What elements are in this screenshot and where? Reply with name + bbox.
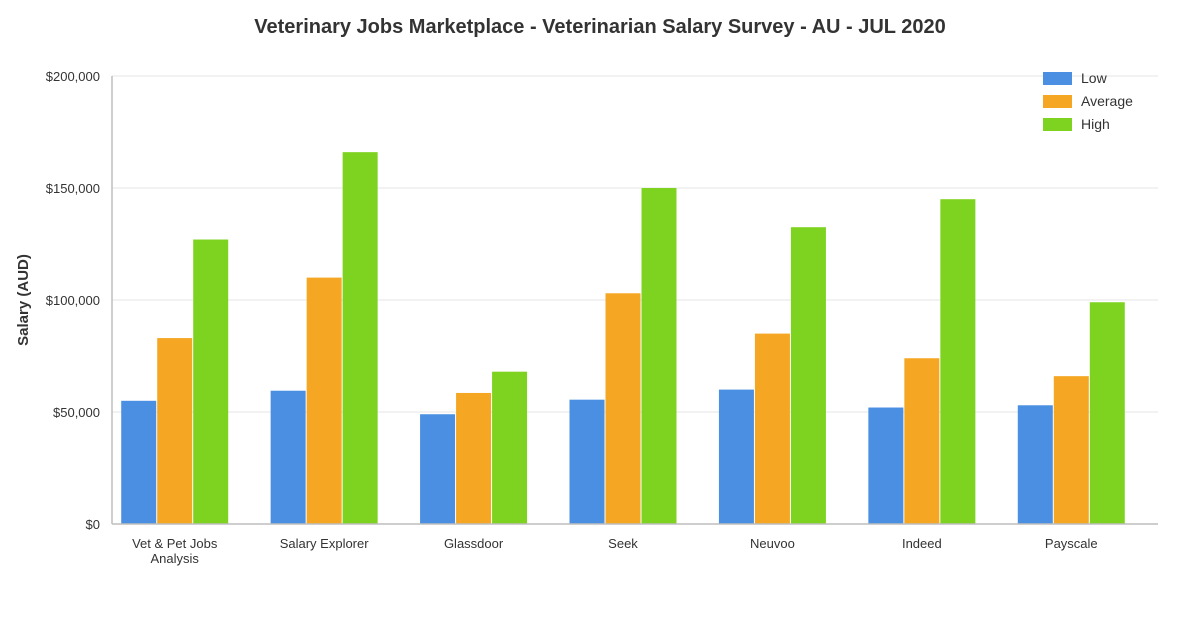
bar-high-1 — [342, 152, 378, 524]
legend-label-average: Average — [1081, 93, 1133, 109]
y-tick-label: $0 — [86, 517, 100, 532]
chart-title: Veterinary Jobs Marketplace - Veterinari… — [254, 16, 945, 38]
bars — [121, 152, 1125, 524]
bar-average-3 — [605, 293, 641, 524]
bar-low-4 — [718, 389, 754, 524]
x-tick-label: Analysis — [151, 551, 200, 566]
legend-label-high: High — [1081, 116, 1110, 132]
legend: Low Average High — [1043, 70, 1133, 132]
bar-average-0 — [157, 338, 193, 524]
bar-average-1 — [306, 277, 342, 524]
bar-high-3 — [641, 188, 677, 524]
legend-swatch-average — [1043, 95, 1072, 108]
x-tick-label: Glassdoor — [444, 536, 504, 551]
bar-low-3 — [569, 399, 605, 524]
x-tick-label: Payscale — [1045, 536, 1098, 551]
bar-low-5 — [868, 407, 904, 524]
y-axis-ticks: $0 $50,000 $100,000 $150,000 $200,000 — [46, 69, 100, 532]
bar-high-2 — [492, 371, 528, 524]
x-tick-label: Salary Explorer — [280, 536, 370, 551]
x-tick-label: Vet & Pet Jobs — [132, 536, 218, 551]
y-axis-label: Salary (AUD) — [15, 254, 32, 346]
bar-high-4 — [790, 227, 826, 524]
bar-average-2 — [456, 392, 492, 524]
bar-low-6 — [1017, 405, 1053, 524]
legend-swatch-high — [1043, 118, 1072, 131]
bar-average-5 — [904, 358, 940, 524]
bar-low-0 — [121, 400, 157, 524]
y-tick-label: $200,000 — [46, 69, 100, 84]
x-tick-label: Seek — [608, 536, 638, 551]
x-tick-label: Indeed — [902, 536, 942, 551]
y-tick-label: $50,000 — [53, 405, 100, 420]
bar-low-1 — [270, 390, 306, 524]
bar-high-6 — [1089, 302, 1125, 524]
x-tick-label: Neuvoo — [750, 536, 795, 551]
bar-low-2 — [420, 414, 456, 524]
bar-high-0 — [193, 239, 229, 524]
legend-label-low: Low — [1081, 70, 1108, 86]
bar-average-6 — [1053, 376, 1089, 524]
legend-swatch-low — [1043, 72, 1072, 85]
bar-high-5 — [940, 199, 976, 524]
y-tick-label: $100,000 — [46, 293, 100, 308]
bar-average-4 — [754, 333, 790, 524]
y-tick-label: $150,000 — [46, 181, 100, 196]
